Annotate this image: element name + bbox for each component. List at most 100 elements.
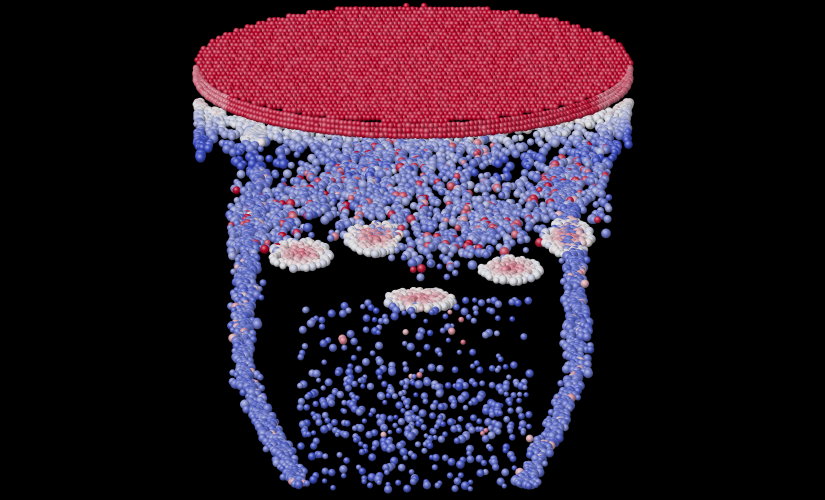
particle: [445, 337, 451, 343]
particle: [423, 343, 431, 351]
particle: [236, 161, 246, 171]
particle: [458, 316, 465, 323]
particle: [520, 333, 528, 341]
particle: [597, 189, 607, 199]
particle: [494, 300, 503, 309]
particle: [416, 371, 423, 379]
particle: [592, 201, 600, 208]
particle: [377, 374, 383, 380]
particle: [542, 214, 551, 224]
particle: [560, 129, 569, 138]
particle: [586, 135, 593, 142]
particle: [335, 224, 341, 230]
particle: [232, 186, 241, 195]
particle: [514, 299, 522, 307]
particle: [462, 296, 470, 304]
particle: [402, 329, 409, 336]
particle: [473, 310, 479, 316]
particle: [465, 314, 472, 320]
particle: [522, 247, 530, 254]
particle: [378, 213, 387, 221]
particle: [417, 264, 426, 273]
particle: [506, 374, 512, 380]
particle: [493, 159, 503, 169]
particle: [327, 309, 336, 318]
particle: [495, 187, 501, 193]
particle: [416, 273, 425, 282]
particle: [228, 134, 236, 141]
particle: [195, 153, 206, 163]
particle: [550, 138, 560, 148]
particle: [288, 264, 298, 274]
particle: [558, 257, 565, 264]
particle: [390, 312, 399, 321]
particle: [406, 342, 415, 351]
particle: [416, 351, 422, 358]
particle: [304, 211, 314, 221]
particle: [362, 326, 370, 334]
particle: [601, 228, 611, 239]
particle: [509, 316, 516, 322]
particle: [259, 279, 267, 287]
particle: [402, 361, 408, 367]
particle: [388, 367, 397, 376]
particle: [493, 277, 500, 284]
particle: [341, 344, 348, 351]
particle: [367, 213, 376, 222]
particle: [258, 294, 265, 301]
particle: [302, 222, 313, 233]
particle: [257, 145, 264, 153]
particle: [346, 329, 355, 339]
particle: [525, 369, 534, 378]
particle: [302, 306, 309, 314]
particle: [603, 215, 612, 224]
particle: [482, 250, 491, 259]
particle: [470, 317, 477, 324]
particle: [490, 238, 498, 246]
particle: [282, 169, 292, 179]
particle: [520, 169, 529, 177]
particle: [319, 339, 328, 348]
particle: [498, 275, 508, 285]
particle: [428, 309, 435, 316]
particle: [508, 277, 518, 287]
particle: [524, 224, 532, 232]
particle: [293, 151, 301, 159]
particle: [508, 298, 516, 306]
particle: [362, 314, 371, 323]
particle: [400, 254, 408, 261]
particle: [460, 339, 466, 345]
particle: [360, 303, 366, 310]
particle: [526, 274, 536, 283]
particle: [375, 330, 381, 336]
particle: [369, 350, 376, 356]
particle: [439, 327, 446, 334]
particle: [287, 161, 295, 169]
particle: [388, 254, 396, 262]
particle: [235, 149, 242, 156]
particle: [312, 369, 321, 378]
particle: [510, 361, 518, 369]
particle: [350, 354, 357, 361]
particle: [297, 353, 305, 361]
particle: [354, 365, 363, 374]
particle: [272, 171, 280, 179]
particle: [469, 348, 477, 356]
particle: [584, 161, 591, 168]
particle: [409, 266, 417, 274]
particle: [594, 216, 602, 224]
particle: [361, 358, 370, 366]
particle: [434, 199, 441, 207]
particle: [411, 373, 417, 380]
particle: [442, 175, 449, 183]
particle: [486, 274, 493, 281]
particle: [488, 365, 496, 372]
particle: [327, 234, 335, 242]
particle: [467, 260, 478, 270]
particle: [278, 159, 289, 169]
particle: [426, 224, 436, 233]
particle: [302, 263, 311, 273]
particle: [220, 130, 230, 139]
particle: [256, 373, 264, 381]
particle: [516, 237, 525, 245]
